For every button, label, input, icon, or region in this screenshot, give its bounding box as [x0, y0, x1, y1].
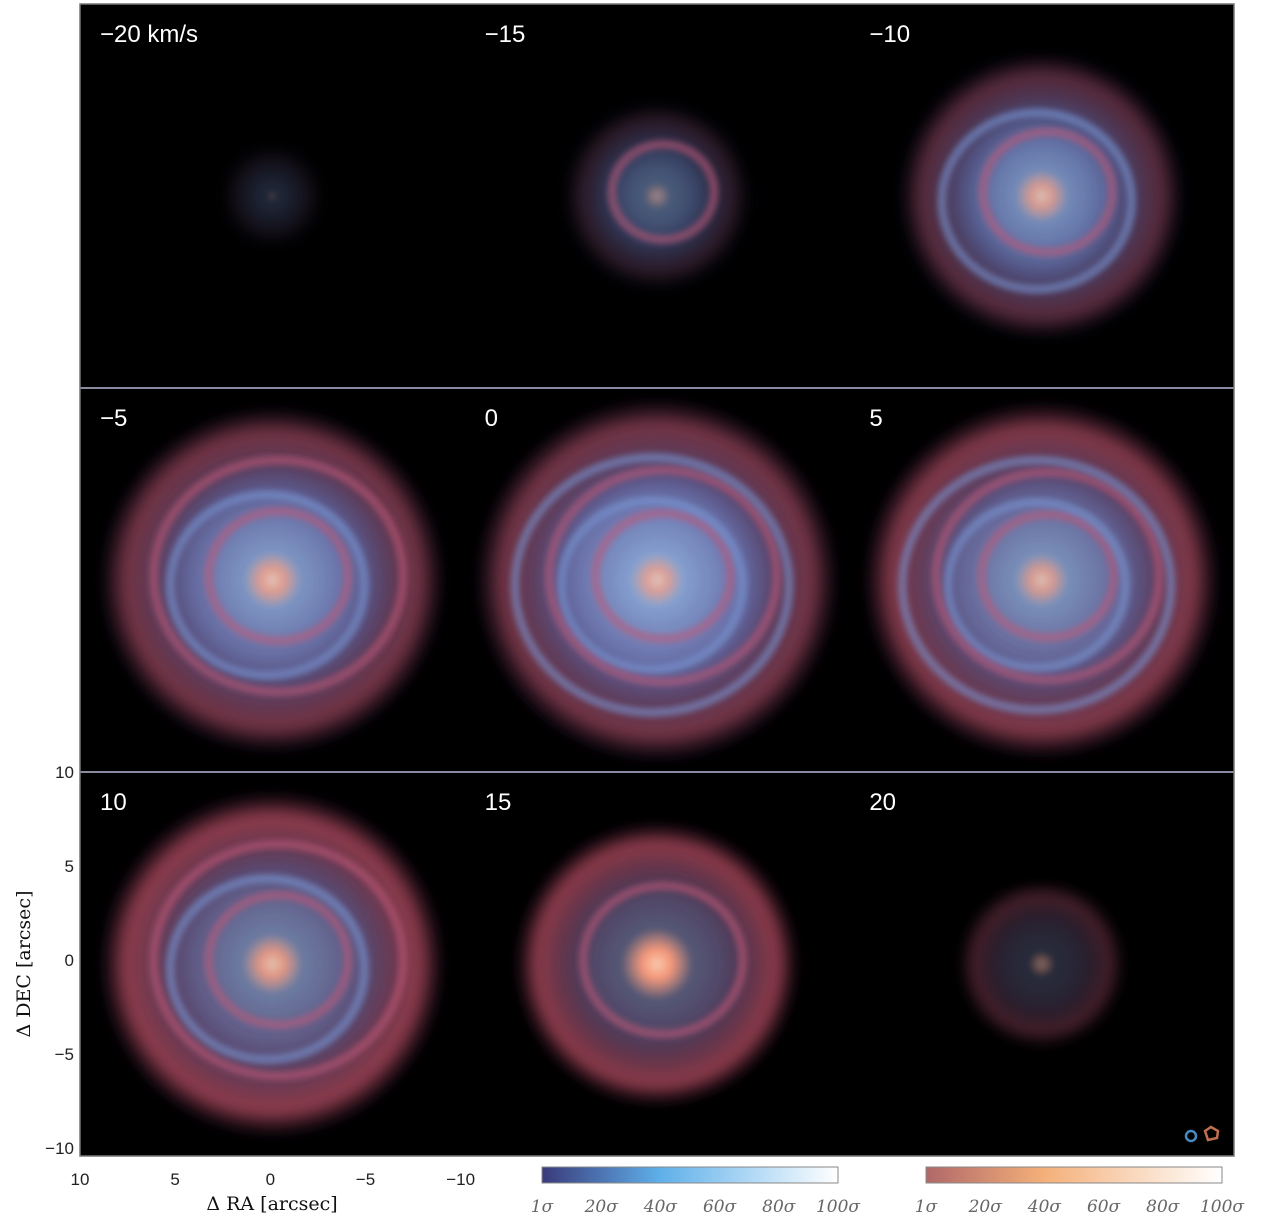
colorbar-red-gradient [925, 1166, 1223, 1184]
emission-ring [165, 874, 370, 1064]
colorbar-blue [541, 1166, 839, 1184]
x-tick-label: −10 [446, 1170, 475, 1189]
colorbar-blue-gradient [541, 1166, 839, 1184]
emission-ring [149, 455, 408, 697]
central-core [1015, 169, 1069, 223]
y-tick-label: −5 [55, 1045, 74, 1064]
emission-ring [510, 453, 794, 717]
central-core [1015, 553, 1069, 607]
velocity-label: −15 [485, 21, 526, 48]
x-tick-label: 0 [266, 1170, 275, 1189]
channel-panel: −15 [485, 21, 748, 287]
x-tick-label: 10 [71, 1170, 90, 1189]
colorbar-red-label: 20σ [968, 1197, 1003, 1217]
central-core [243, 551, 301, 609]
emission-ring [204, 890, 353, 1030]
velocity-label: −5 [100, 405, 127, 432]
emission-ring [931, 467, 1164, 685]
panel-dividers [79, 3, 1235, 1157]
colorbar-blue-label: 1σ [531, 1197, 554, 1217]
emission-ring [590, 508, 736, 644]
velocity-label: 0 [485, 405, 498, 432]
channel-panel: −10 [869, 21, 1184, 338]
emission-ring [937, 108, 1137, 294]
emission-ring [976, 509, 1119, 643]
emission-ring [978, 127, 1117, 257]
channel-panel: −5 [99, 405, 445, 753]
blue-beam-icon [1184, 1129, 1198, 1143]
central-core [630, 553, 684, 607]
colorbar-red-label: 80σ [1146, 1197, 1180, 1217]
velocity-label: 20 [869, 789, 896, 816]
y-tick-label: 0 [65, 951, 74, 970]
central-core [620, 927, 694, 1001]
colorbar-red-label: 60σ [1087, 1197, 1121, 1217]
emission-ring [943, 497, 1131, 673]
axis-ticks: 10 5 0 −5 −10 10 5 0 −5 −10 [45, 763, 475, 1189]
emission-ring [556, 496, 748, 674]
velocity-label: 10 [100, 789, 127, 816]
channel-panel: 10 [99, 789, 445, 1137]
colorbar-blue-label: 20σ [584, 1197, 619, 1217]
channel-panel: 5 [863, 402, 1220, 758]
colorbar-blue-label: 40σ [643, 1197, 678, 1217]
colorbar-red-label: 1σ [915, 1197, 938, 1217]
y-tick-label: 5 [65, 857, 74, 876]
emission-ring [897, 455, 1176, 715]
emission-ring [149, 839, 408, 1081]
velocity-label: 5 [869, 405, 882, 432]
central-core [643, 182, 671, 210]
emission-ring [544, 465, 782, 687]
colorbar-blue-label: 60σ [703, 1197, 737, 1217]
channel-panel: 15 [485, 789, 799, 1106]
emission-ring [578, 881, 748, 1039]
channel-panel: −20 km/s [100, 21, 318, 242]
y-tick-label: 10 [55, 763, 74, 782]
colorbar-blue-label: 80σ [762, 1197, 796, 1217]
central-core [1028, 950, 1055, 978]
velocity-label: −20 km/s [100, 21, 198, 48]
colorbar-red-label: 40σ [1027, 1197, 1062, 1217]
central-core [241, 933, 303, 995]
emission-ring [607, 139, 719, 245]
channel-panel: 0 [475, 398, 839, 762]
colorbar-blue-label: 100σ [816, 1197, 860, 1217]
velocity-label: 15 [485, 789, 512, 816]
emission-ring [165, 490, 370, 680]
beam-icons [1184, 1125, 1220, 1143]
panel-grid: −20 km/s −15 −10 −5 0 5 10 15 20 [99, 21, 1220, 1137]
y-tick-label: −10 [45, 1139, 74, 1158]
colorbar-red [925, 1166, 1223, 1184]
colorbar-labels: 1σ 20σ 40σ 60σ 80σ 100σ 1σ 20σ 40σ 60σ 80σ 100σ [531, 1197, 1245, 1217]
central-core [266, 190, 279, 202]
colorbar-red-label: 100σ [1200, 1197, 1244, 1217]
velocity-label: −10 [869, 21, 910, 48]
x-axis-title: Δ RA [arcsec] [206, 1193, 337, 1215]
red-beam-icon [1203, 1125, 1220, 1142]
x-tick-label: −5 [356, 1170, 375, 1189]
x-tick-label: 5 [170, 1170, 179, 1189]
emission-ring [204, 506, 353, 646]
channel-panel: 20 [869, 789, 1124, 1046]
y-axis-title: Δ DEC [arcsec] [13, 891, 35, 1038]
